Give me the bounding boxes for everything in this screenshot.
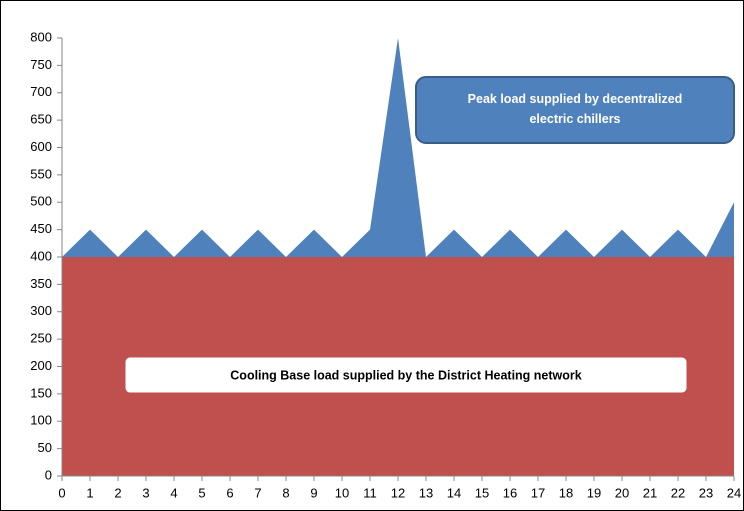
area <box>62 38 734 257</box>
x-tick-label: 3 <box>142 485 149 500</box>
x-tick-label: 10 <box>335 485 349 500</box>
y-tick-label: 400 <box>30 248 52 263</box>
y-tick-label: 550 <box>30 166 52 181</box>
x-tick-label: 21 <box>643 485 657 500</box>
annotation-box <box>415 76 735 144</box>
y-tick-label: 100 <box>30 413 52 428</box>
y-tick-label: 750 <box>30 57 52 72</box>
y-tick-label: 50 <box>38 440 52 455</box>
y-tick-label: 300 <box>30 303 52 318</box>
x-tick-label: 11 <box>363 485 377 500</box>
x-tick-label: 0 <box>58 485 65 500</box>
x-tick-label: 19 <box>587 485 601 500</box>
annotation-line: electric chillers <box>529 112 620 126</box>
x-tick-label: 7 <box>254 485 261 500</box>
x-tick-label: 1 <box>86 485 93 500</box>
y-tick-label: 700 <box>30 84 52 99</box>
y-tick-label: 800 <box>30 29 52 44</box>
x-tick-label: 20 <box>615 485 629 500</box>
x-tick-label: 24 <box>727 485 741 500</box>
annotation-text: Cooling Base load supplied by the Distri… <box>230 368 581 382</box>
x-tick-label: 5 <box>198 485 205 500</box>
x-tick-label: 18 <box>559 485 573 500</box>
y-tick-label: 500 <box>30 194 52 209</box>
y-tick-label: 600 <box>30 139 52 154</box>
y-tick-label: 150 <box>30 385 52 400</box>
y-tick-label: 450 <box>30 221 52 236</box>
annotation-line: Peak load supplied by decentralized <box>468 92 683 106</box>
y-tick-label: 200 <box>30 358 52 373</box>
y-tick-label: 0 <box>45 467 52 482</box>
x-tick-label: 22 <box>671 485 685 500</box>
x-tick-label: 13 <box>419 485 433 500</box>
y-tick-label: 350 <box>30 276 52 291</box>
annotation-box <box>125 357 687 393</box>
x-tick-label: 6 <box>226 485 233 500</box>
x-tick-label: 2 <box>114 485 121 500</box>
x-tick-label: 14 <box>447 485 461 500</box>
y-tick-label: 650 <box>30 112 52 127</box>
x-tick-label: 8 <box>282 485 289 500</box>
x-tick-label: 4 <box>170 485 177 500</box>
x-tick-label: 17 <box>531 485 545 500</box>
y-tick-label: 250 <box>30 331 52 346</box>
x-tick-label: 9 <box>310 485 317 500</box>
x-tick-label: 15 <box>475 485 489 500</box>
annotation-text: Peak load supplied by decentralized elect… <box>468 92 683 126</box>
x-tick-label: 23 <box>699 485 713 500</box>
x-tick-label: 16 <box>503 485 517 500</box>
x-tick-label: 12 <box>391 485 405 500</box>
